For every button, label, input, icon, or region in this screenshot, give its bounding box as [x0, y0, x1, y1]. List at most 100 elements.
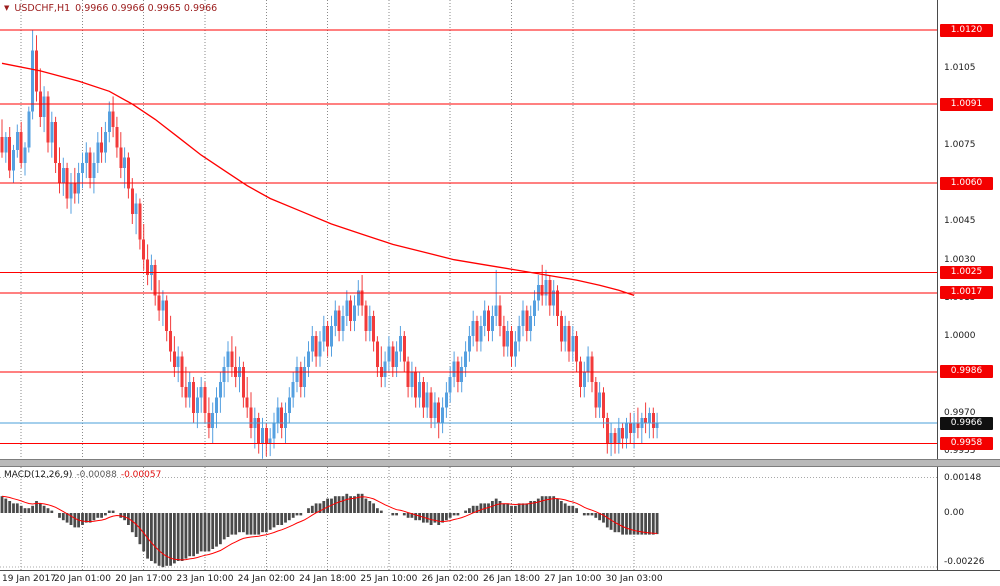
candle [276, 397, 280, 434]
candle [586, 346, 590, 383]
candle [238, 356, 241, 393]
candle [406, 356, 410, 398]
candle [467, 326, 471, 362]
candle [226, 341, 230, 383]
candle [307, 341, 310, 377]
price-tick-label: 1.0075 [944, 139, 976, 150]
macd-indicator-label: MACD(12,26,9) -0.00088 -0.00057 [4, 470, 161, 480]
price-tick-label: 1.0105 [944, 63, 976, 74]
candle [280, 402, 284, 439]
candle [337, 305, 341, 342]
candle [184, 366, 188, 408]
candle [575, 331, 579, 372]
candle [345, 290, 349, 326]
candle [27, 106, 31, 153]
candle [525, 305, 529, 342]
moving-average-line [1, 62, 635, 297]
candle [617, 417, 621, 454]
candle [517, 315, 521, 352]
candle [502, 315, 506, 357]
candle [153, 259, 157, 306]
candle [299, 361, 303, 398]
candle [161, 290, 165, 326]
candle [126, 152, 130, 199]
candle [414, 366, 418, 408]
candle [215, 387, 218, 429]
time-label: 26 Jan 18:00 [483, 574, 540, 584]
price-tick-label: 1.0030 [944, 254, 976, 265]
candle [510, 326, 513, 367]
candle [433, 392, 437, 429]
candle [444, 382, 448, 418]
ma-layer [1, 62, 635, 297]
candle [218, 371, 222, 413]
candle [261, 417, 264, 459]
candle [353, 295, 356, 332]
candle [364, 300, 368, 342]
symbol-ohlc-label: ▼ USDCHF,H1 0.9966 0.9966 0.9965 0.9966 [4, 3, 217, 14]
candle [521, 300, 525, 337]
time-label: 20 Jan 01:00 [54, 574, 111, 584]
candle [176, 346, 180, 383]
time-axis[interactable]: 19 Jan 2017 20 Jan 01:00 20 Jan 17:00 23 Ja… [0, 570, 1000, 586]
candle [58, 147, 61, 194]
candle [92, 152, 96, 194]
candle [402, 331, 406, 372]
macd-tick-label: 0.00 [944, 508, 965, 518]
candle [268, 428, 272, 457]
candle [195, 387, 199, 429]
candle [15, 124, 19, 158]
candle [421, 377, 425, 418]
candle [222, 356, 226, 398]
candle [349, 295, 353, 332]
price-tick-label: 1.0000 [944, 331, 976, 342]
candle [437, 397, 441, 439]
symbol-marker-icon[interactable]: ▼ [4, 4, 10, 12]
candle [391, 341, 395, 377]
candle [448, 366, 452, 403]
price-axis[interactable]: 1.01051.00751.00451.00301.00151.00000.99… [937, 0, 1000, 570]
candle [42, 86, 46, 133]
candle [410, 361, 414, 398]
candle [295, 356, 299, 393]
time-gridlines [20, 0, 635, 460]
price-tick-label: 1.0045 [944, 216, 976, 227]
candle [130, 178, 134, 224]
candle [548, 275, 552, 316]
macd-time-gridlines [20, 467, 635, 570]
candle [192, 377, 196, 423]
candle [107, 101, 111, 143]
candle [387, 336, 391, 372]
candle [356, 280, 360, 316]
candle [602, 387, 605, 429]
candle [310, 326, 314, 362]
candle [605, 412, 609, 454]
candle [291, 371, 295, 408]
candle [632, 412, 636, 449]
candle [230, 336, 234, 377]
candle [96, 132, 100, 173]
candle [456, 356, 460, 393]
candle [234, 346, 238, 388]
candle [513, 331, 517, 367]
candle [567, 320, 571, 362]
candle [598, 382, 602, 418]
price-chart-canvas[interactable] [0, 0, 937, 460]
candle [609, 423, 613, 457]
macd-canvas[interactable] [0, 467, 937, 570]
price-level-lines [0, 29, 937, 444]
time-label: 26 Jan 02:00 [421, 574, 479, 584]
candle [429, 387, 433, 429]
price-level-badge: 1.0060 [940, 176, 993, 190]
candle [69, 173, 73, 214]
panel-splitter[interactable] [0, 459, 1000, 467]
candle [38, 68, 42, 127]
price-level-badge: 0.9986 [940, 365, 993, 379]
candle [8, 127, 12, 179]
candle [0, 119, 4, 158]
current-price-badge: 0.9966 [940, 416, 993, 430]
candle [640, 412, 644, 444]
candle [333, 300, 337, 337]
candle [111, 96, 115, 138]
candle [249, 392, 253, 439]
